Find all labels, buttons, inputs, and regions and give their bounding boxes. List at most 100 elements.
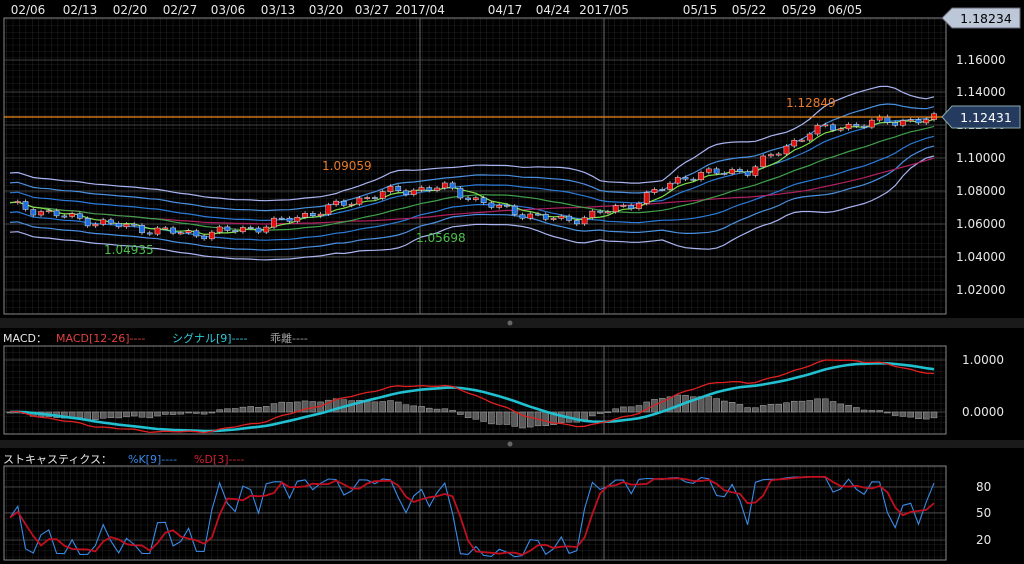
candle[interactable] xyxy=(387,186,394,192)
candle[interactable] xyxy=(441,182,448,189)
candle[interactable] xyxy=(480,197,487,204)
candle[interactable] xyxy=(185,230,192,233)
candle[interactable] xyxy=(636,203,642,209)
candle[interactable] xyxy=(395,186,402,192)
candle[interactable] xyxy=(511,205,518,215)
candle[interactable] xyxy=(201,235,207,240)
candle[interactable] xyxy=(410,189,417,195)
candle[interactable] xyxy=(403,190,409,195)
candle[interactable] xyxy=(900,120,906,126)
candle[interactable] xyxy=(247,227,254,229)
candle[interactable] xyxy=(853,123,860,127)
candle[interactable] xyxy=(162,227,169,230)
candle[interactable] xyxy=(737,169,743,172)
candle[interactable] xyxy=(837,128,844,131)
candle[interactable] xyxy=(457,187,464,199)
candle[interactable] xyxy=(542,213,549,220)
candle[interactable] xyxy=(302,213,308,218)
candle[interactable] xyxy=(869,119,875,128)
candle[interactable] xyxy=(488,202,495,208)
candle[interactable] xyxy=(77,213,83,219)
candle[interactable] xyxy=(216,226,223,233)
candle[interactable] xyxy=(325,204,332,215)
candle[interactable] xyxy=(22,201,29,210)
candle[interactable] xyxy=(139,225,145,234)
candle[interactable] xyxy=(744,171,751,176)
candle[interactable] xyxy=(535,213,541,216)
candle[interactable] xyxy=(131,223,138,226)
candle[interactable] xyxy=(721,172,728,175)
candle[interactable] xyxy=(581,217,588,225)
candle[interactable] xyxy=(698,172,704,181)
candle[interactable] xyxy=(573,220,580,225)
candle[interactable] xyxy=(434,187,440,191)
candle[interactable] xyxy=(845,123,852,130)
candle[interactable] xyxy=(620,205,627,207)
candle[interactable] xyxy=(892,122,899,126)
candle[interactable] xyxy=(333,200,339,206)
candle[interactable] xyxy=(255,227,262,233)
candle[interactable] xyxy=(372,197,378,199)
candle[interactable] xyxy=(682,177,689,180)
candle[interactable] xyxy=(729,169,735,174)
price-plot-area[interactable] xyxy=(3,17,947,315)
candle[interactable] xyxy=(605,211,611,214)
candle[interactable] xyxy=(907,119,914,122)
candle[interactable] xyxy=(799,139,805,142)
candle[interactable] xyxy=(705,168,712,173)
candle[interactable] xyxy=(379,191,386,199)
candle[interactable] xyxy=(504,204,510,207)
candle[interactable] xyxy=(341,200,347,206)
candle[interactable] xyxy=(45,210,52,213)
candle[interactable] xyxy=(294,217,301,222)
candle[interactable] xyxy=(61,215,68,218)
candle[interactable] xyxy=(628,205,635,209)
candle[interactable] xyxy=(426,187,433,191)
candle[interactable] xyxy=(473,197,479,200)
candle[interactable] xyxy=(519,214,526,219)
candle[interactable] xyxy=(263,226,270,233)
candle[interactable] xyxy=(278,217,285,220)
candle[interactable] xyxy=(38,211,44,216)
candle[interactable] xyxy=(760,155,767,168)
candle[interactable] xyxy=(558,215,565,219)
candle[interactable] xyxy=(550,218,557,220)
splitter-2-handle[interactable] xyxy=(507,441,513,447)
candle[interactable] xyxy=(154,227,161,235)
candle[interactable] xyxy=(923,119,930,124)
candle[interactable] xyxy=(356,197,363,205)
candle[interactable] xyxy=(92,223,99,227)
candle[interactable] xyxy=(775,153,782,156)
candle[interactable] xyxy=(449,182,456,189)
candle[interactable] xyxy=(713,168,720,174)
candle[interactable] xyxy=(232,230,239,233)
candle[interactable] xyxy=(177,232,184,235)
candle[interactable] xyxy=(651,189,658,193)
candle[interactable] xyxy=(108,219,114,224)
candle[interactable] xyxy=(53,210,60,217)
candle[interactable] xyxy=(465,197,471,200)
candle[interactable] xyxy=(69,213,75,217)
candle[interactable] xyxy=(286,217,293,222)
candle[interactable] xyxy=(240,227,246,233)
candle[interactable] xyxy=(193,230,200,237)
splitter-1-handle[interactable] xyxy=(507,320,513,326)
candle[interactable] xyxy=(690,178,697,181)
candle[interactable] xyxy=(309,213,316,216)
candle[interactable] xyxy=(348,203,355,206)
candle[interactable] xyxy=(659,189,666,191)
candle[interactable] xyxy=(123,223,130,228)
candle[interactable] xyxy=(589,210,596,218)
candle[interactable] xyxy=(643,192,650,204)
candle[interactable] xyxy=(146,232,153,235)
candle[interactable] xyxy=(496,204,503,208)
candle[interactable] xyxy=(14,201,21,203)
candle[interactable] xyxy=(30,209,37,216)
candle[interactable] xyxy=(364,197,371,199)
candle[interactable] xyxy=(752,166,759,176)
candle[interactable] xyxy=(317,213,324,216)
candle[interactable] xyxy=(597,210,603,213)
candle[interactable] xyxy=(915,119,922,124)
candle[interactable] xyxy=(115,222,122,228)
